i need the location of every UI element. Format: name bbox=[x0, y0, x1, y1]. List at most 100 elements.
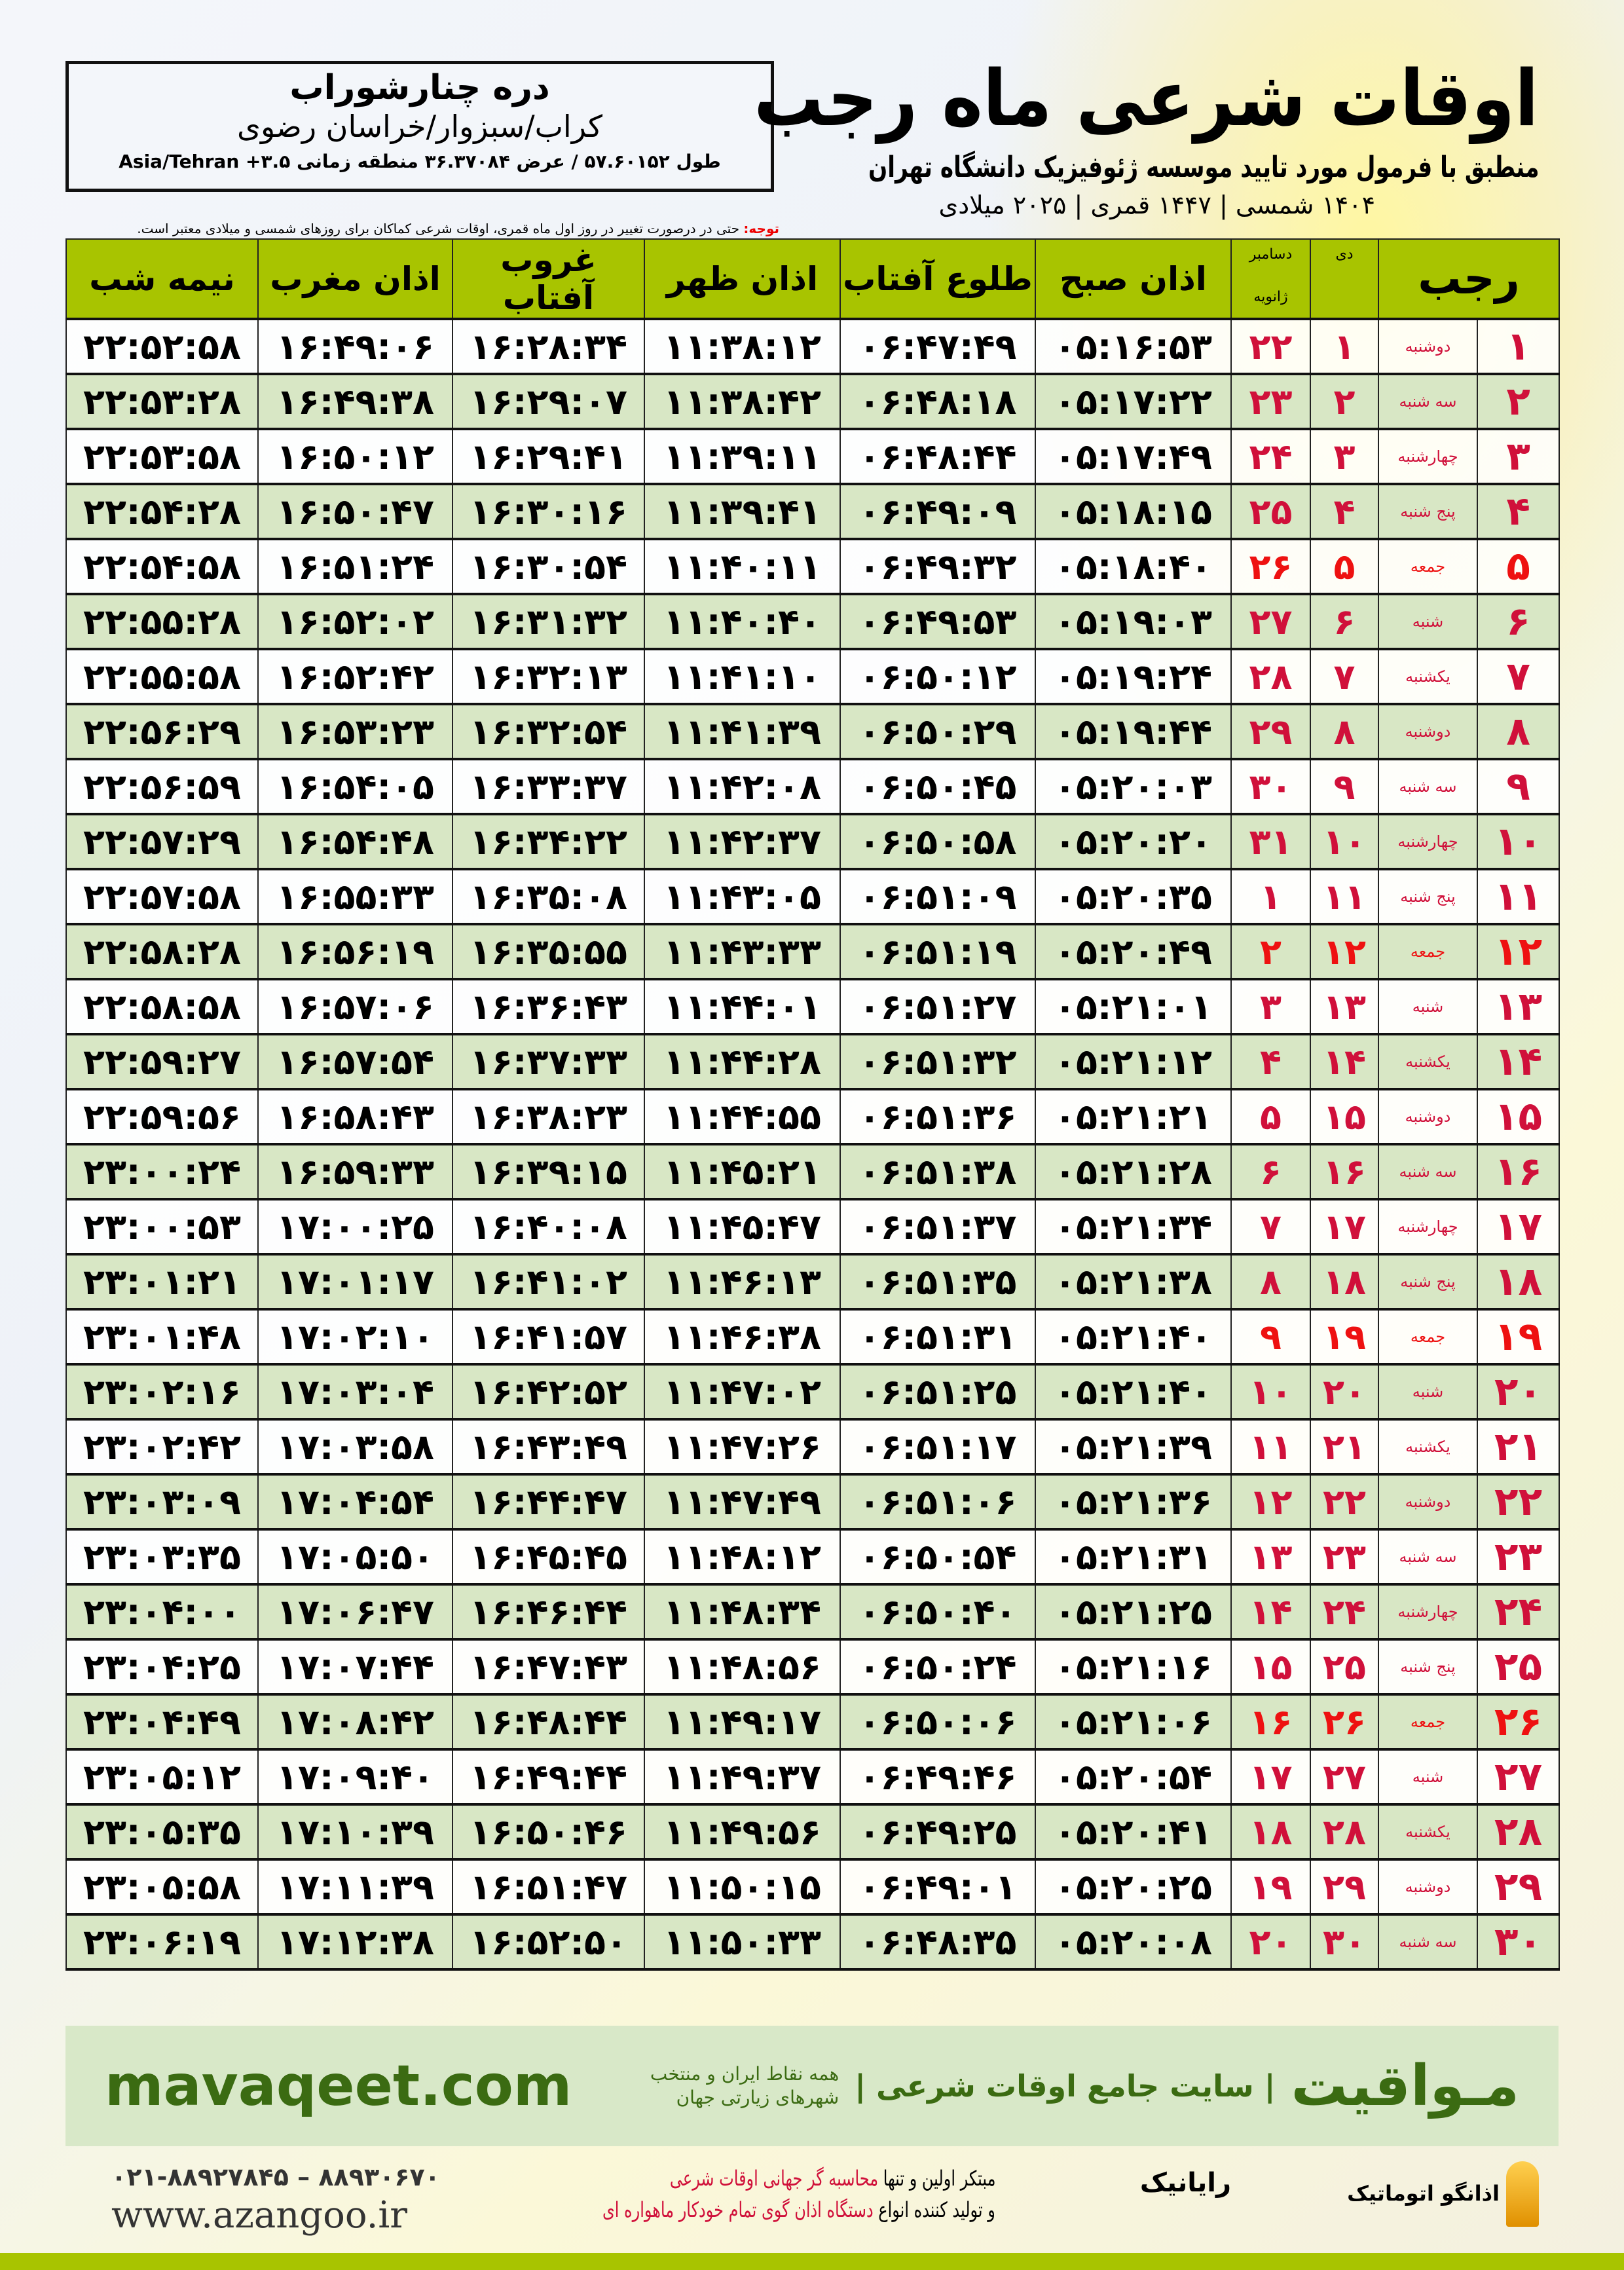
rayanik-logo: رایانیک bbox=[1139, 2168, 1231, 2198]
night-cell: ۲۲:۵۷:۵۸ bbox=[65, 868, 259, 925]
dey-day-cell: ۱۸ bbox=[1310, 1254, 1379, 1311]
tolu-cell: ۰۶:۴۸:۴۴ bbox=[840, 428, 1036, 485]
table-row: ۱۶ سه شنبه ۱۶ ۶ ۰۵:۲۱:۲۸ ۰۶:۵۱:۳۸ ۱۱:۴۵:۲۱ ۱۶:۳… bbox=[65, 1144, 1560, 1200]
zuhr-cell: ۱۱:۴۱:۱۰ bbox=[644, 648, 841, 705]
mavaqeet-link[interactable]: mavaqeet.com bbox=[105, 2053, 572, 2119]
dey-day-cell: ۲ bbox=[1310, 373, 1379, 430]
dey-day-cell: ۱۷ bbox=[1310, 1199, 1379, 1256]
table-row: ۱۰ چهارشنبه ۱۰ ۳۱ ۰۵:۲۰:۲۰ ۰۶:۵۰:۵۸ ۱۱:۴۲:۳۷ ۱۶… bbox=[65, 813, 1560, 870]
zuhr-cell: ۱۱:۴۰:۱۱ bbox=[644, 538, 841, 595]
tolu-cell: ۰۶:۴۸:۳۵ bbox=[840, 1914, 1036, 1971]
ad-line-2-a: و تولید کننده انواع bbox=[873, 2197, 995, 2222]
mavaqeet-banner: مـواقیت | سایت جامع اوقات شرعی | همه نقا… bbox=[65, 2026, 1559, 2146]
zuhr-cell: ۱۱:۴۸:۵۶ bbox=[644, 1639, 841, 1696]
maghrib-cell: ۱۶:۵۱:۲۴ bbox=[257, 538, 453, 595]
zuhr-cell: ۱۱:۴۷:۲۶ bbox=[644, 1419, 841, 1476]
rajab-day-cell: ۲۳ bbox=[1477, 1529, 1560, 1586]
rajab-day-cell: ۹ bbox=[1477, 758, 1560, 815]
dey-day-cell: ۲۸ bbox=[1310, 1804, 1379, 1861]
night-cell: ۲۳:۰۱:۲۱ bbox=[65, 1254, 259, 1311]
table-row: ۲۴ چهارشنبه ۲۴ ۱۴ ۰۵:۲۱:۲۵ ۰۶:۵۰:۴۰ ۱۱:۴۸:۳۴ ۱۶… bbox=[65, 1584, 1560, 1641]
sobh-cell: ۰۵:۲۱:۳۴ bbox=[1035, 1199, 1232, 1256]
rajab-day-cell: ۳ bbox=[1477, 428, 1560, 485]
sobh-cell: ۰۵:۲۰:۲۵ bbox=[1035, 1859, 1232, 1916]
ghurub-cell: ۱۶:۴۰:۰۸ bbox=[452, 1199, 645, 1256]
maghrib-cell: ۱۷:۰۳:۰۴ bbox=[257, 1364, 453, 1421]
maghrib-cell: ۱۶:۵۸:۴۳ bbox=[257, 1088, 453, 1145]
rajab-day-cell: ۲۱ bbox=[1477, 1419, 1560, 1476]
weekday-cell: چهارشنبه bbox=[1378, 428, 1478, 485]
zuhr-cell: ۱۱:۳۸:۴۲ bbox=[644, 373, 841, 430]
tolu-cell: ۰۶:۴۷:۴۹ bbox=[840, 318, 1036, 375]
rajab-day-cell: ۲۸ bbox=[1477, 1804, 1560, 1861]
zuhr-cell: ۱۱:۵۰:۳۳ bbox=[644, 1914, 841, 1971]
sobh-cell: ۰۵:۲۱:۴۰ bbox=[1035, 1364, 1232, 1421]
tolu-cell: ۰۶:۵۰:۱۲ bbox=[840, 648, 1036, 705]
dey-day-cell: ۷ bbox=[1310, 648, 1379, 705]
night-cell: ۲۲:۵۳:۵۸ bbox=[65, 428, 259, 485]
zuhr-cell: ۱۱:۴۸:۱۲ bbox=[644, 1529, 841, 1586]
location-region: کراب/سبزوار/خراسان رضوی bbox=[237, 109, 602, 144]
ghurub-cell: ۱۶:۴۷:۴۳ bbox=[452, 1639, 645, 1696]
rajab-day-cell: ۱۱ bbox=[1477, 868, 1560, 925]
tolu-cell: ۰۶:۵۱:۳۶ bbox=[840, 1088, 1036, 1145]
weekday-cell: سه شنبه bbox=[1378, 1144, 1478, 1200]
night-cell: ۲۳:۰۰:۵۳ bbox=[65, 1199, 259, 1256]
table-row: ۲۹ دوشنبه ۲۹ ۱۹ ۰۵:۲۰:۲۵ ۰۶:۴۹:۰۱ ۱۱:۵۰:۱۵ ۱۶:۵… bbox=[65, 1859, 1560, 1916]
sobh-cell: ۰۵:۲۰:۵۴ bbox=[1035, 1749, 1232, 1806]
dey-day-cell: ۲۲ bbox=[1310, 1474, 1379, 1531]
gregorian-day-cell: ۲ bbox=[1230, 923, 1311, 980]
rajab-day-cell: ۱۶ bbox=[1477, 1144, 1560, 1200]
night-cell: ۲۳:۰۲:۱۶ bbox=[65, 1364, 259, 1421]
rajab-day-cell: ۸ bbox=[1477, 703, 1560, 760]
ghurub-cell: ۱۶:۵۱:۴۷ bbox=[452, 1859, 645, 1916]
night-cell: ۲۲:۵۶:۲۹ bbox=[65, 703, 259, 760]
ghurub-cell: ۱۶:۴۵:۴۵ bbox=[452, 1529, 645, 1586]
tolu-cell: ۰۶:۵۰:۰۶ bbox=[840, 1694, 1036, 1751]
mavaqeet-tagline: | سایت جامع اوقات شرعی | bbox=[855, 2068, 1276, 2104]
maghrib-cell: ۱۷:۱۱:۳۹ bbox=[257, 1859, 453, 1916]
table-row: ۵ جمعه ۵ ۲۶ ۰۵:۱۸:۴۰ ۰۶:۴۹:۳۲ ۱۱:۴۰:۱۱ ۱۶:۳۰:۵۴… bbox=[65, 538, 1560, 595]
note: توجه: حتی در درصورت تغییر در روز اول ماه… bbox=[65, 220, 779, 237]
azangoo-link[interactable]: www.azangoo.ir bbox=[111, 2194, 408, 2237]
dey-day-cell: ۱ bbox=[1310, 318, 1379, 375]
ghurub-cell: ۱۶:۴۶:۴۴ bbox=[452, 1584, 645, 1641]
table-row: ۶ شنبه ۶ ۲۷ ۰۵:۱۹:۰۳ ۰۶:۴۹:۵۳ ۱۱:۴۰:۴۰ ۱۶:۳۱:۳۲… bbox=[65, 593, 1560, 650]
gregorian-day-cell: ۲۰ bbox=[1230, 1914, 1311, 1971]
zuhr-cell: ۱۱:۴۳:۳۳ bbox=[644, 923, 841, 980]
maghrib-cell: ۱۶:۵۳:۲۳ bbox=[257, 703, 453, 760]
rajab-day-cell: ۲ bbox=[1477, 373, 1560, 430]
rajab-day-cell: ۴ bbox=[1477, 483, 1560, 540]
weekday-cell: یکشنبه bbox=[1378, 1804, 1478, 1861]
gregorian-day-cell: ۲۹ bbox=[1230, 703, 1311, 760]
sobh-cell: ۰۵:۲۱:۳۱ bbox=[1035, 1529, 1232, 1586]
ghurub-cell: ۱۶:۳۲:۵۴ bbox=[452, 703, 645, 760]
dey-day-cell: ۲۳ bbox=[1310, 1529, 1379, 1586]
zuhr-cell: ۱۱:۴۵:۴۷ bbox=[644, 1199, 841, 1256]
tolu-cell: ۰۶:۵۰:۲۴ bbox=[840, 1639, 1036, 1696]
dey-day-cell: ۶ bbox=[1310, 593, 1379, 650]
ad-line-1: مبتکر اولین و تنها محاسبه گر جهانی اوقات… bbox=[669, 2165, 995, 2191]
rajab-day-cell: ۶ bbox=[1477, 593, 1560, 650]
ad-line-1-a: مبتکر اولین و تنها bbox=[877, 2166, 995, 2191]
night-cell: ۲۲:۵۳:۲۸ bbox=[65, 373, 259, 430]
table-row: ۲۳ سه شنبه ۲۳ ۱۳ ۰۵:۲۱:۳۱ ۰۶:۵۰:۵۴ ۱۱:۴۸:۱۲ ۱۶:… bbox=[65, 1529, 1560, 1586]
night-cell: ۲۲:۵۷:۲۹ bbox=[65, 813, 259, 870]
ghurub-cell: ۱۶:۵۰:۴۶ bbox=[452, 1804, 645, 1861]
weekday-cell: شنبه bbox=[1378, 1364, 1478, 1421]
header-rajab: رجب bbox=[1378, 238, 1560, 320]
rajab-day-cell: ۲۴ bbox=[1477, 1584, 1560, 1641]
header-maghrib: اذان مغرب bbox=[257, 238, 453, 320]
zuhr-cell: ۱۱:۴۹:۵۶ bbox=[644, 1804, 841, 1861]
bottom-bar bbox=[0, 2253, 1624, 2270]
azangoo-logo: اذانگو اتوماتیک bbox=[1347, 2161, 1539, 2240]
sobh-cell: ۰۵:۱۸:۴۰ bbox=[1035, 538, 1232, 595]
weekday-cell: سه شنبه bbox=[1378, 758, 1478, 815]
gregorian-day-cell: ۸ bbox=[1230, 1254, 1311, 1311]
night-cell: ۲۳:۰۴:۲۵ bbox=[65, 1639, 259, 1696]
weekday-cell: یکشنبه bbox=[1378, 1419, 1478, 1476]
night-cell: ۲۳:۰۳:۳۵ bbox=[65, 1529, 259, 1586]
sobh-cell: ۰۵:۲۰:۳۵ bbox=[1035, 868, 1232, 925]
rajab-day-cell: ۲۶ bbox=[1477, 1694, 1560, 1751]
sobh-cell: ۰۵:۲۱:۰۱ bbox=[1035, 978, 1232, 1035]
